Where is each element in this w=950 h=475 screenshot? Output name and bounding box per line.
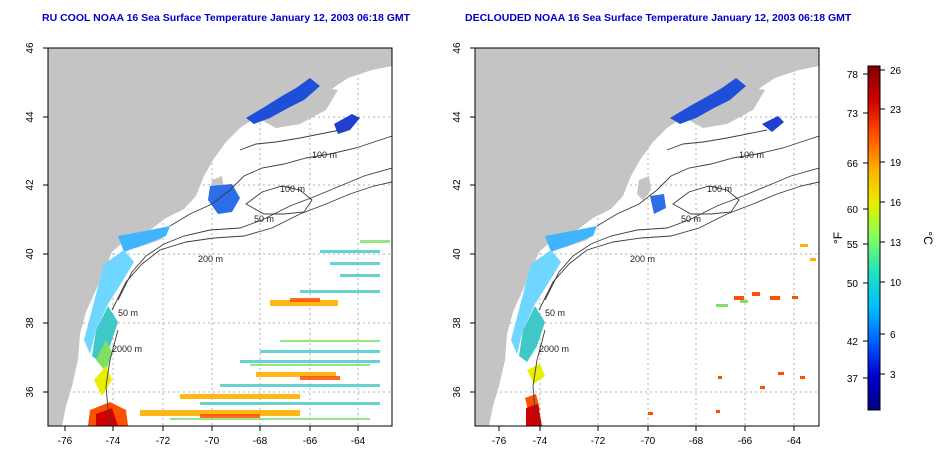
colorbar-gradient: [867, 65, 881, 411]
tick-label: 40: [452, 248, 463, 260]
tick-label: -76: [492, 436, 507, 447]
sst-data-left: [84, 78, 390, 426]
c-tick: 19: [890, 158, 902, 169]
contour-label: 2000 m: [539, 344, 569, 354]
lon-tick-labels: -76 -74 -72 -70 -68 -66 -64: [58, 436, 366, 447]
tick-label: -74: [106, 436, 121, 447]
lat-tick-labels: 36 38 40 42 44 46: [452, 42, 463, 398]
c-tick: 26: [890, 66, 902, 77]
f-tick: 37: [847, 374, 859, 385]
f-tick: 60: [847, 205, 859, 216]
contour-label: 200 m: [630, 254, 655, 264]
tick-label: 38: [25, 317, 36, 329]
bathymetry-contours: [532, 129, 819, 426]
c-tick: 13: [890, 238, 902, 249]
nova-scotia: [685, 86, 765, 128]
contour-label: 100 m: [739, 150, 764, 160]
tick-label: 40: [25, 248, 36, 260]
contour-label: 100 m: [280, 184, 305, 194]
contour-label: 50 m: [545, 308, 565, 318]
tick-label: -66: [738, 436, 753, 447]
f-tick: 55: [847, 240, 859, 251]
tick-label: 44: [25, 111, 36, 123]
celsius-tick-labels: 26 23 19 16 13 10 6 3: [890, 66, 902, 381]
tick-label: 46: [25, 42, 36, 54]
f-tick: 73: [847, 109, 859, 120]
map-panel-right: 100 m 100 m 50 m 200 m 50 m 2000 m: [452, 42, 820, 447]
c-tick: 23: [890, 105, 902, 116]
tick-label: -72: [156, 436, 171, 447]
c-tick: 6: [890, 330, 896, 341]
tick-label: -74: [533, 436, 548, 447]
contour-label: 200 m: [198, 254, 223, 264]
tick-label: -72: [591, 436, 606, 447]
axis-ticks: [43, 47, 359, 431]
nova-scotia: [258, 86, 338, 128]
colorbar-ticks: [863, 69, 885, 379]
bathymetry-contours: [105, 129, 392, 426]
contour-label: 2000 m: [112, 344, 142, 354]
tick-label: -64: [351, 436, 366, 447]
cape-cod: [637, 176, 651, 200]
contour-labels: 100 m 100 m 50 m 200 m 50 m 2000 m: [112, 150, 337, 354]
tick-label: 42: [25, 179, 36, 191]
panel-title-right: DECLOUDED NOAA 16 Sea Surface Temperatur…: [465, 12, 852, 24]
tick-label: 44: [452, 111, 463, 123]
fahrenheit-label: °F: [831, 232, 845, 244]
f-tick: 50: [847, 279, 859, 290]
land-mass: [475, 48, 819, 426]
contour-label: 50 m: [254, 214, 274, 224]
c-tick: 16: [890, 198, 902, 209]
lat-tick-labels: 36 38 40 42 44 46: [25, 42, 36, 398]
fahrenheit-tick-labels: 78 73 66 60 55 50 42 37: [847, 70, 859, 385]
f-tick: 42: [847, 337, 859, 348]
tick-label: -70: [205, 436, 220, 447]
plot-frame: [47, 47, 393, 427]
f-tick: 66: [847, 159, 859, 170]
tick-label: -70: [641, 436, 656, 447]
tick-label: -64: [787, 436, 802, 447]
contour-labels: 100 m 100 m 50 m 200 m 50 m 2000 m: [539, 150, 764, 354]
colorbar: 78 73 66 60 55 50 42 37 26 23 19 16 13 1…: [831, 65, 935, 411]
f-tick: 78: [847, 70, 859, 81]
tick-label: 36: [452, 386, 463, 398]
contour-label: 50 m: [681, 214, 701, 224]
panel-title-left: RU COOL NOAA 16 Sea Surface Temperature …: [42, 12, 411, 24]
tick-label: 46: [452, 42, 463, 54]
tick-label: -68: [689, 436, 704, 447]
axis-ticks: [470, 47, 795, 431]
map-panel-left: 100 m 100 m 50 m 200 m 50 m 2000 m: [25, 42, 393, 447]
contour-label: 100 m: [707, 184, 732, 194]
contour-label: 50 m: [118, 308, 138, 318]
land-mass: [48, 48, 392, 426]
tick-label: 38: [452, 317, 463, 329]
tick-label: -66: [303, 436, 318, 447]
c-tick: 10: [890, 278, 902, 289]
lon-tick-labels: -76 -74 -72 -70 -68 -66 -64: [492, 436, 802, 447]
contour-label: 100 m: [312, 150, 337, 160]
tick-label: 36: [25, 386, 36, 398]
plot-frame: [474, 47, 820, 427]
tick-label: -76: [58, 436, 73, 447]
c-tick: 3: [890, 370, 896, 381]
tick-label: 42: [452, 179, 463, 191]
tick-label: -68: [253, 436, 268, 447]
celsius-label: °C: [921, 231, 935, 245]
